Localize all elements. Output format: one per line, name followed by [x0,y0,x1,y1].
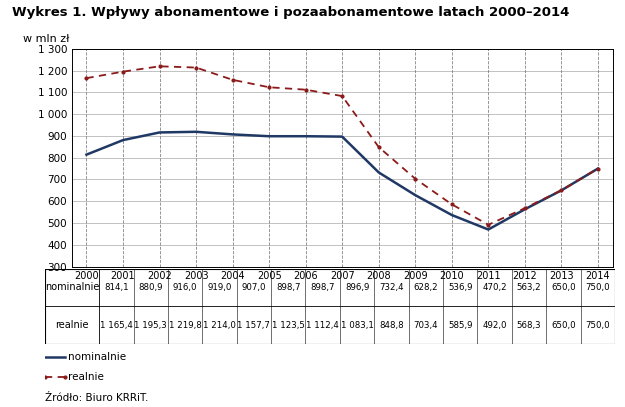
Text: nominalnie: nominalnie [69,352,126,362]
Text: 848,8: 848,8 [379,321,404,330]
Text: 907,0: 907,0 [242,283,266,292]
Text: 1 112,4: 1 112,4 [306,321,339,330]
Text: 628,2: 628,2 [414,283,438,292]
Text: realnie: realnie [56,320,89,330]
Text: 1 195,3: 1 195,3 [134,321,167,330]
Text: 470,2: 470,2 [482,283,507,292]
Text: nominalnie: nominalnie [45,282,99,293]
Text: 814,1: 814,1 [104,283,129,292]
Text: 563,2: 563,2 [517,283,541,292]
Text: 880,9: 880,9 [139,283,163,292]
Text: 703,4: 703,4 [414,321,438,330]
Text: Źródło: Biuro KRRiT.: Źródło: Biuro KRRiT. [45,393,148,403]
Text: w mln zł: w mln zł [23,35,69,44]
Text: 898,7: 898,7 [311,283,335,292]
Text: 732,4: 732,4 [379,283,404,292]
Text: 1 083,1: 1 083,1 [341,321,374,330]
Text: 536,9: 536,9 [448,283,472,292]
Text: 916,0: 916,0 [173,283,198,292]
Text: 568,3: 568,3 [517,321,541,330]
Text: 750,0: 750,0 [586,283,610,292]
Text: 650,0: 650,0 [551,283,576,292]
Text: 1 123,5: 1 123,5 [272,321,305,330]
Text: 1 165,4: 1 165,4 [100,321,132,330]
Text: 492,0: 492,0 [482,321,507,330]
Text: 1 219,8: 1 219,8 [169,321,201,330]
Text: realnie: realnie [69,372,104,382]
Text: 896,9: 896,9 [345,283,369,292]
Text: 1 214,0: 1 214,0 [203,321,236,330]
Text: Wykres 1. Wpływy abonamentowe i pozaabonamentowe latach 2000–2014: Wykres 1. Wpływy abonamentowe i pozaabon… [12,6,570,19]
Text: 750,0: 750,0 [586,321,610,330]
Text: 898,7: 898,7 [276,283,301,292]
Text: 919,0: 919,0 [208,283,232,292]
Text: 650,0: 650,0 [551,321,576,330]
Text: 585,9: 585,9 [448,321,472,330]
Text: 1 157,7: 1 157,7 [238,321,271,330]
